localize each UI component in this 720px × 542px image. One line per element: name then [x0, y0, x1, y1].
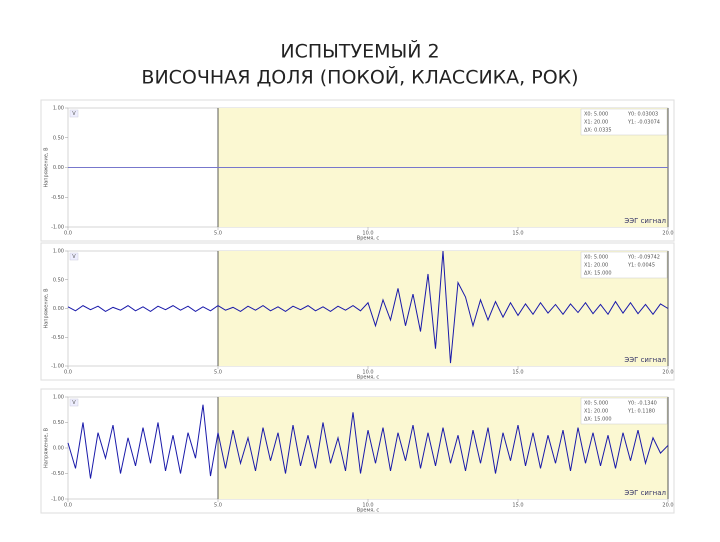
- x-tick-label: 10.0: [362, 503, 373, 509]
- signal-line: [67, 250, 669, 364]
- x-axis-label: Время, с: [357, 508, 380, 514]
- legend-label: ЭЭГ сигнал: [624, 217, 666, 225]
- x-tick-label: 15.0: [512, 370, 523, 376]
- y-tick-label: 0.00: [53, 306, 64, 312]
- readout: Y0: -0.09742: [627, 255, 660, 261]
- readout-box: [580, 397, 668, 425]
- x-tick-label: 10.0: [362, 370, 373, 376]
- x-axis-label: Время, с: [357, 236, 380, 242]
- unit: V: [72, 254, 76, 260]
- y-tick-label: 0.50: [53, 420, 64, 426]
- x-tick-label: 5.0: [214, 231, 222, 237]
- y-tick-label: 0.50: [53, 277, 64, 283]
- readout: X0: 5.000: [584, 401, 608, 407]
- y-axis-label: Напряжение, В: [44, 288, 50, 329]
- legend-label: ЭЭГ сигнал: [624, 356, 666, 364]
- y-tick-label: 1.00: [53, 106, 64, 112]
- y-tick-label: 1.00: [53, 395, 64, 401]
- subtitle: ВИСОЧНАЯ ДОЛЯ (ПОКОЙ, КЛАССИКА, РОК): [141, 66, 578, 89]
- readout: X1: 20.00: [584, 409, 608, 415]
- x-axis-label: Время, с: [357, 375, 380, 381]
- readout: ΔX: 15.000: [584, 417, 612, 423]
- legend-label: ЭЭГ сигнал: [624, 489, 666, 497]
- y-tick-label: 1.00: [53, 249, 64, 255]
- signal-line: [67, 404, 669, 479]
- readout: X1: 20.00: [584, 263, 608, 269]
- unit-box: [69, 398, 79, 407]
- title: ИСПЫТУЕМЫЙ 2: [280, 40, 439, 63]
- readout: Y0: 0.03003: [627, 112, 658, 118]
- y-tick-label: -0.50: [51, 335, 64, 341]
- readout: Y1: -0.03074: [627, 120, 660, 126]
- x-tick-label: 10.0: [362, 231, 373, 237]
- y-tick-label: -0.50: [51, 471, 64, 477]
- readout-box: [580, 108, 668, 136]
- unit: V: [72, 111, 76, 117]
- y-tick-label: -1.00: [51, 497, 64, 503]
- x-tick-label: 15.0: [512, 503, 523, 509]
- readout: X1: 20.00: [584, 120, 608, 126]
- y-tick-label: -1.00: [51, 225, 64, 231]
- x-tick-label: 20.0: [662, 231, 673, 237]
- unit-box: [69, 109, 79, 118]
- y-tick-label: 0.50: [53, 135, 64, 141]
- y-tick-label: -1.00: [51, 364, 64, 370]
- x-tick-label: 20.0: [662, 370, 673, 376]
- readout: X0: 5.000: [584, 112, 608, 118]
- x-tick-label: 0.0: [64, 370, 72, 376]
- unit-box: [69, 252, 79, 261]
- readout: Y1: 0.0045: [627, 263, 655, 269]
- x-tick-label: 20.0: [662, 503, 673, 509]
- y-axis-label: Напряжение, В: [44, 147, 50, 188]
- y-tick-label: -0.50: [51, 195, 64, 201]
- readout: ΔX: 0.0335: [584, 128, 612, 134]
- y-tick-label: 0.00: [53, 446, 64, 452]
- x-tick-label: 5.0: [214, 503, 222, 509]
- x-tick-label: 5.0: [214, 370, 222, 376]
- readout: X0: 5.000: [584, 255, 608, 261]
- x-tick-label: 0.0: [64, 503, 72, 509]
- readout: Y0: -0.1340: [627, 401, 657, 407]
- y-axis-label: Напряжение, В: [44, 427, 50, 468]
- readout-box: [580, 251, 668, 279]
- readout: ΔX: 15.000: [584, 271, 612, 277]
- unit: V: [72, 400, 76, 406]
- x-tick-label: 15.0: [512, 231, 523, 237]
- readout: Y1: 0.1180: [627, 409, 655, 415]
- x-tick-label: 0.0: [64, 231, 72, 237]
- y-tick-label: 0.00: [53, 165, 64, 171]
